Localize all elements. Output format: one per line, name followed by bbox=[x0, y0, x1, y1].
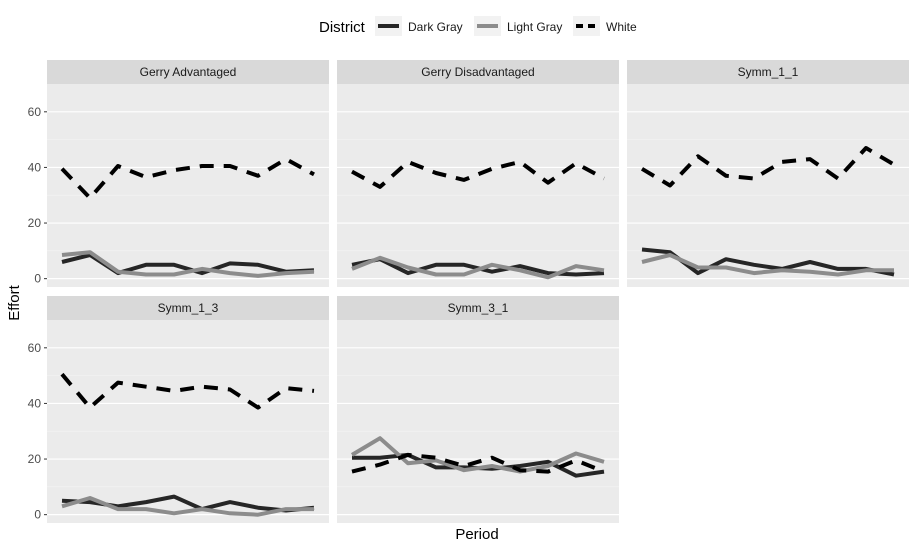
series-line bbox=[640, 146, 896, 188]
facet-strip-label: Symm_1_1 bbox=[738, 65, 799, 79]
y-tick-label: 40 bbox=[28, 160, 42, 174]
panel-background bbox=[337, 320, 619, 523]
legend: District Dark Gray Light Gray White bbox=[319, 16, 637, 36]
y-tick-label: 0 bbox=[34, 272, 41, 286]
x-axis-title-group: Period bbox=[455, 526, 498, 543]
facet-strip bbox=[627, 60, 909, 84]
legend-label: Dark Gray bbox=[408, 20, 463, 34]
x-axis-title: Period bbox=[455, 526, 498, 543]
facet-panel: Symm_3_1 bbox=[337, 296, 619, 523]
y-tick-label: 20 bbox=[28, 452, 42, 466]
facet-strip bbox=[337, 60, 619, 84]
y-axis-title-group: Effort bbox=[6, 284, 23, 320]
series-line bbox=[351, 159, 605, 189]
y-tick-label: 20 bbox=[28, 216, 42, 230]
facet-strip-label: Symm_3_1 bbox=[448, 301, 509, 315]
facet-panel: Gerry Advantaged 0 20 40 60 bbox=[28, 60, 329, 287]
facet-strip-label: Gerry Disadvantaged bbox=[421, 65, 534, 79]
series-line bbox=[350, 436, 605, 474]
legend-title: District bbox=[319, 19, 366, 36]
facet-strip bbox=[47, 296, 329, 320]
series-line bbox=[351, 452, 605, 474]
facet-strip-label: Symm_1_3 bbox=[158, 301, 219, 315]
panel-background bbox=[47, 320, 329, 523]
y-tick-label: 0 bbox=[34, 508, 41, 522]
legend-key-background bbox=[573, 16, 600, 36]
y-tick-label: 60 bbox=[28, 341, 42, 355]
y-axis-title: Effort bbox=[6, 284, 23, 320]
series-line bbox=[60, 372, 315, 410]
y-tick-label: 40 bbox=[28, 396, 42, 410]
series-line bbox=[61, 250, 315, 278]
facet-panel: Symm_1_3 0 20 40 60 bbox=[28, 296, 329, 523]
facet-strip bbox=[47, 60, 329, 84]
series-line bbox=[641, 253, 894, 277]
series-line bbox=[351, 255, 605, 280]
facet-panel: Gerry Disadvantaged bbox=[337, 60, 619, 287]
facet-strip-label: Gerry Advantaged bbox=[140, 65, 237, 79]
facet-strip bbox=[337, 296, 619, 320]
legend-label: White bbox=[606, 20, 637, 34]
facet-panels: Gerry Advantaged 0 20 40 60 Gerry Disadvantag… bbox=[28, 60, 909, 523]
legend-label: Light Gray bbox=[507, 20, 562, 34]
y-tick-label: 60 bbox=[28, 105, 42, 119]
facet-panel: Symm_1_1 bbox=[627, 60, 909, 287]
series-line bbox=[61, 496, 314, 517]
series-line bbox=[60, 157, 315, 200]
